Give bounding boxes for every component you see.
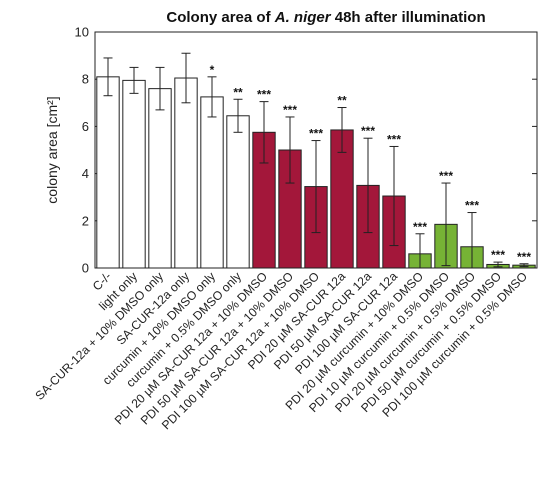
y-tick-label-0: 0: [82, 261, 89, 276]
chart-title: Colony area of A. niger 48h after illumi…: [166, 9, 485, 26]
chart-title-suffix: 48h after illumination: [331, 9, 486, 26]
significance-label-7: ***: [283, 103, 297, 117]
chart-title-prefix: Colony area of: [166, 9, 274, 26]
significance-label-14: ***: [465, 199, 479, 213]
significance-label-11: ***: [387, 132, 401, 146]
significance-label-6: ***: [257, 88, 271, 102]
y-tick-label-4: 8: [82, 72, 89, 87]
bar-5: [226, 115, 250, 269]
bar-0: [96, 76, 120, 269]
significance-label-15: ***: [491, 248, 505, 262]
significance-label-5: **: [233, 85, 243, 99]
significance-label-4: *: [210, 63, 215, 77]
bar-2: [148, 88, 172, 269]
bar-4: [200, 96, 224, 269]
significance-label-16: ***: [517, 250, 531, 264]
significance-label-9: **: [337, 94, 347, 108]
y-tick-label-2: 4: [82, 166, 89, 181]
significance-label-13: ***: [439, 169, 453, 183]
bar-3: [174, 77, 198, 269]
y-tick-label-1: 2: [82, 213, 89, 228]
chart-title-species: A. niger: [274, 9, 332, 26]
significance-label-12: ***: [413, 220, 427, 234]
y-axis-label: colony area [cm²]: [44, 96, 60, 203]
y-tick-label-3: 6: [82, 119, 89, 134]
y-tick-label-5: 10: [75, 25, 89, 40]
significance-label-8: ***: [309, 127, 323, 141]
significance-label-10: ***: [361, 124, 375, 138]
bar-1: [122, 79, 146, 269]
